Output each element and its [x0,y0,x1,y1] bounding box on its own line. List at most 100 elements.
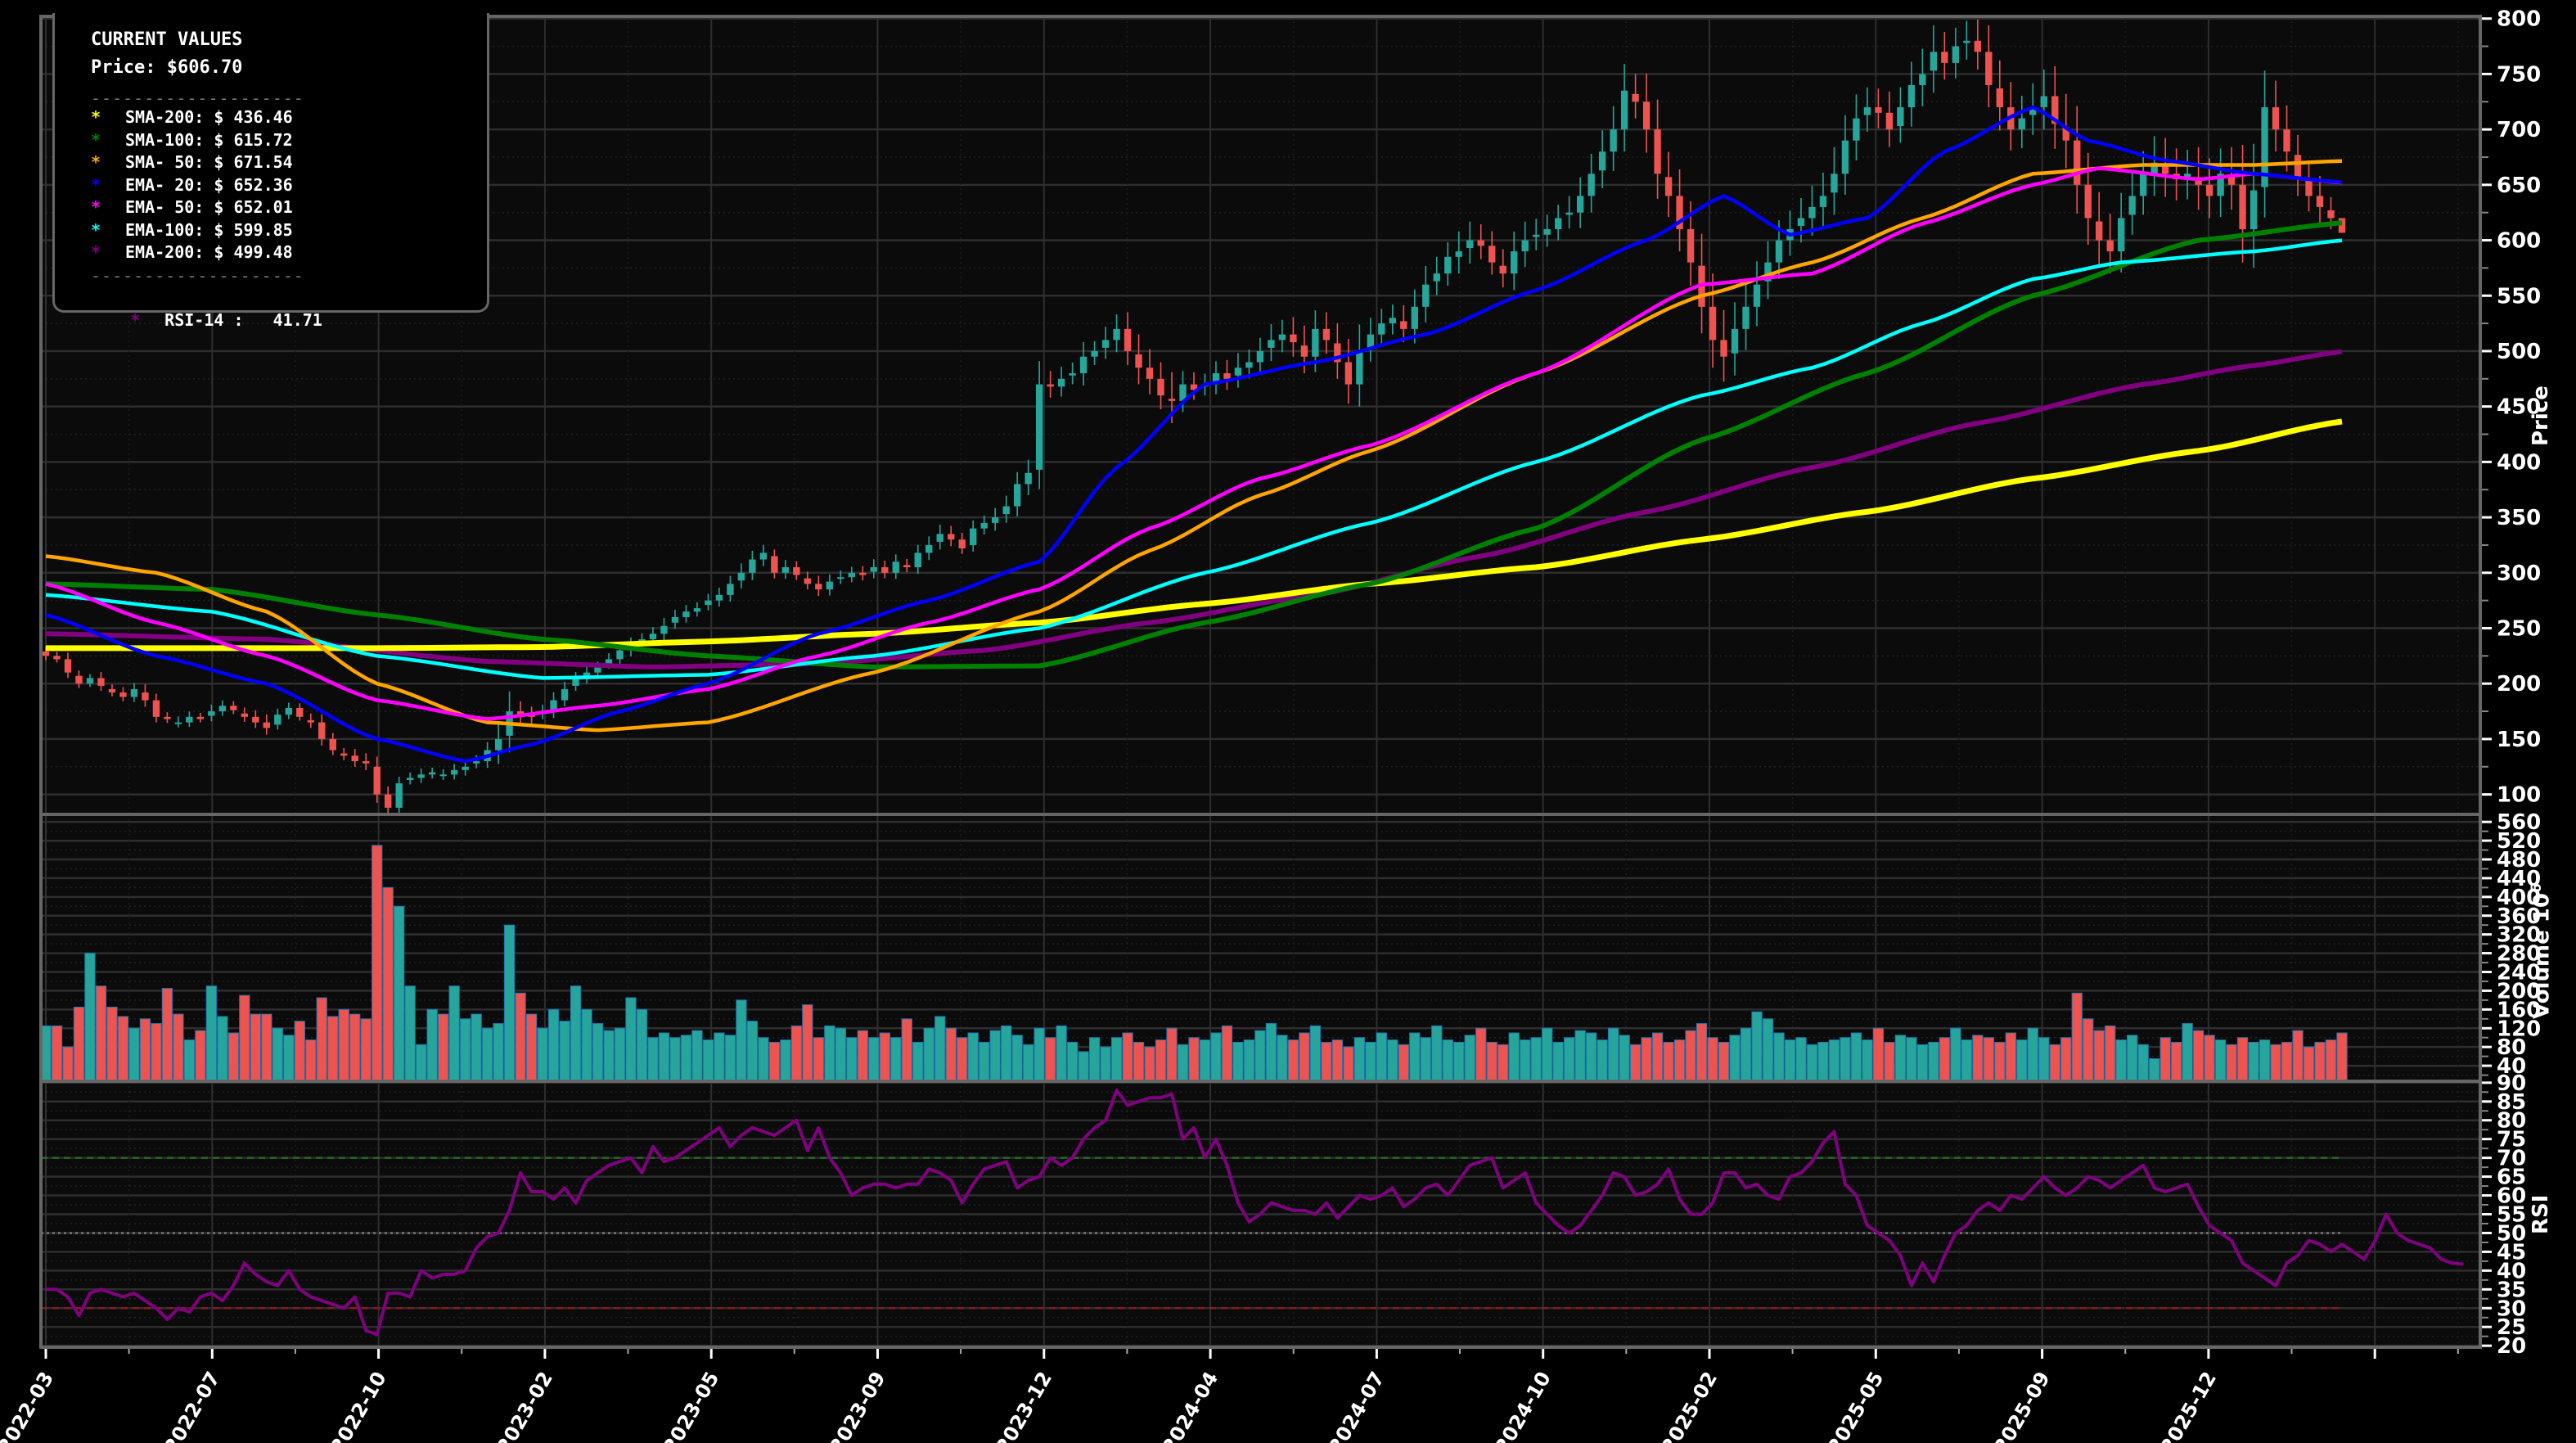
asterisk-icon: * [91,107,101,127]
volume-bar [1552,1041,1564,1082]
volume-bar [2325,1039,2337,1082]
volume-bar [1497,1044,1509,1082]
legend-separator: -------------------- [91,265,304,286]
candle-body [1124,328,1132,351]
volume-bar [1464,1035,1475,1082]
candle-body [1642,101,1651,130]
candle-body [218,706,227,712]
asterisk-icon: * [91,152,101,172]
y-tick-label: 40 [2497,1054,2526,1079]
volume-bar [239,994,250,1082]
volume-bar [1641,1037,1652,1082]
candle-body [1322,328,1331,340]
volume-bar [1309,1025,1322,1082]
volume-bar [1685,1030,1696,1082]
candle-body [1389,318,1397,324]
volume-bar [426,1008,438,1082]
rsi-axis-label: RSI [2529,1194,2553,1234]
legend-title: CURRENT VALUES [91,29,243,50]
candle-body [859,572,867,575]
volume-bar [945,1027,957,1082]
volume-bar [1232,1041,1244,1082]
candle-body [164,716,171,719]
candle-body [208,711,215,716]
volume-bar [813,1037,824,1082]
candle-body [848,572,855,578]
candle-body [2227,177,2236,185]
volume-bar [1486,1041,1497,1082]
volume-bar [1155,1039,1167,1082]
volume-bar [1398,1044,1409,1082]
volume-bar [1729,1035,1741,1082]
legend-item: * SMA- 50: $ 671.54 [91,151,487,174]
candle-body [970,528,977,545]
candle-body [2217,174,2224,196]
candle-body [991,517,999,523]
volume-bar [1994,1041,2006,1082]
legend-item-label: RSI-14 : 41.71 [164,309,322,330]
volume-bar [503,924,516,1082]
y-tick-label: 50 [2497,1221,2526,1246]
volume-axis-label-text: Volume 10 [2529,893,2555,1019]
candle-body [1135,354,1142,368]
volume-bar [2170,1041,2182,1082]
candle-body [936,534,943,542]
volume-bar [1806,1044,1818,1082]
candle-body [583,672,591,679]
candle-body [1555,218,1562,229]
legend-items: * SMA-200: $ 436.46 * SMA-100: $ 615.72 * SMA… [91,106,487,264]
legend-item: * EMA- 50: $ 652.01 [91,196,487,219]
candle-body [428,772,436,775]
volume-bar [1133,1041,1145,1082]
candle-body [1764,262,1772,282]
volume-bar [1343,1046,1354,1082]
candle-body [1146,368,1154,379]
candle-body [351,755,358,761]
y-tick-label: 40 [2497,1259,2526,1283]
legend-item-label: EMA- 50: $ 652.01 [125,197,293,217]
volume-bar [84,953,96,1082]
volume-bar [2236,1037,2249,1082]
candle-body [1488,246,1496,263]
candle-body [1996,88,2003,108]
volume-bar [1508,1032,1520,1082]
volume-bar [338,1008,349,1082]
volume-bar [1188,1037,1200,1082]
price-panel: 100 150 200 250 300 350 400 450 500 550 600 650 700 7… [39,7,2541,816]
candle-body [2205,184,2213,196]
volume-bar [294,1021,305,1082]
candle-body [252,716,259,723]
y-tick-label: 100 [2497,783,2541,808]
candle-body [2018,118,2025,130]
volume-bar [205,985,218,1082]
candle-body [2305,179,2313,196]
candle-body [395,783,403,808]
candle-body [1245,362,1253,368]
volume-bar [625,997,637,1082]
y-tick-label: 320 [2497,923,2541,948]
candle-body [2074,140,2081,185]
volume-bar [846,1037,858,1082]
candle-body [1742,306,1750,329]
volume-bar [758,1037,769,1082]
volume-bar [1034,1027,1045,1082]
candle-body [1234,368,1242,376]
y-tick-label: 80 [2497,1035,2526,1060]
volume-bar [1321,1041,1332,1082]
y-tick-label: 750 [2497,62,2541,87]
volume-bar [1840,1037,1851,1082]
volume-bar [1751,1011,1763,1082]
candle-body [86,678,94,684]
volume-bar [1453,1041,1465,1082]
candle-body [2084,184,2092,219]
volume-bar [481,1027,493,1082]
candle-body [948,534,955,540]
candle-body [450,769,458,775]
candle-body [307,719,314,723]
y-tick-label: 560 [2497,810,2541,835]
volume-bar [912,1041,924,1082]
candle-body [1620,90,1628,130]
candle-body [1113,328,1120,340]
volume-bar [1862,1039,1873,1082]
ema20-line [45,105,2343,764]
